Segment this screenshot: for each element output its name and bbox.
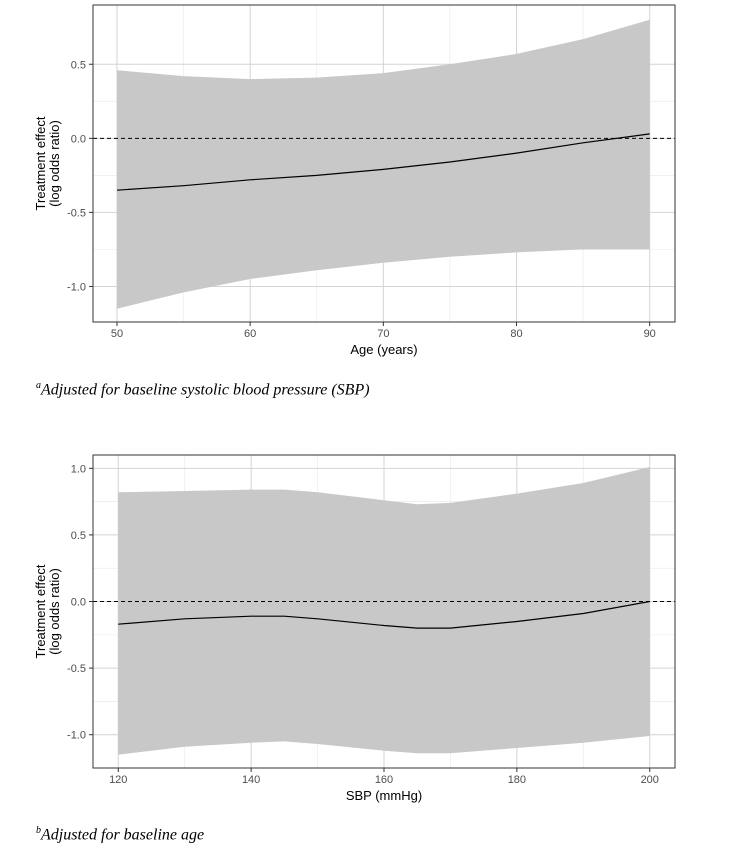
panel-border bbox=[92, 4, 676, 323]
age-effect-chart: 50 60 70 80 90 0.5 0.0 -0.5 -1.0 Age (years) Treat… bbox=[33, 4, 676, 357]
y-axis-title-line: (log odds ratio) bbox=[47, 568, 62, 655]
y-axis-title-line: Treatment effect bbox=[33, 116, 48, 210]
caption-text: Adjusted for baseline systolic blood pre… bbox=[41, 381, 370, 399]
confidence-band bbox=[117, 19, 650, 309]
y-axis-title: Treatment effect(log odds ratio) bbox=[33, 564, 62, 658]
y-tick-label: -0.5 bbox=[67, 663, 86, 675]
y-tick-label: 0.0 bbox=[71, 133, 86, 145]
x-tick-label: 160 bbox=[375, 774, 393, 786]
x-tick-label: 80 bbox=[510, 328, 522, 340]
x-tick-label: 200 bbox=[641, 774, 659, 786]
y-tick-label: -0.5 bbox=[67, 207, 86, 219]
x-tick-label: 90 bbox=[644, 328, 656, 340]
x-tick-label: 70 bbox=[377, 328, 389, 340]
x-tick-label: 50 bbox=[111, 328, 123, 340]
y-tick-label: 0.5 bbox=[71, 59, 86, 71]
x-tick-label: 140 bbox=[242, 774, 260, 786]
sbp-effect-chart: 120 140 160 180 200 1.0 0.5 0.0 -0.5 -1.0 SBP (mmH… bbox=[33, 454, 676, 803]
y-axis-title-line: Treatment effect bbox=[33, 564, 48, 658]
y-tick-label: -1.0 bbox=[67, 281, 86, 293]
caption-marker: b bbox=[36, 825, 41, 836]
caption-sbp-chart: bAdjusted for baseline age bbox=[36, 825, 204, 844]
y-tick-label: -1.0 bbox=[67, 730, 86, 742]
y-tick-label: 0.5 bbox=[71, 530, 86, 542]
y-tick-label: 1.0 bbox=[71, 463, 86, 475]
estimate-line bbox=[116, 133, 650, 191]
y-axis-title-line: (log odds ratio) bbox=[47, 120, 62, 207]
x-tick-label: 60 bbox=[244, 328, 256, 340]
caption-age-chart: aAdjusted for baseline systolic blood pr… bbox=[36, 380, 370, 399]
x-tick-label: 180 bbox=[508, 774, 526, 786]
x-tick-label: 120 bbox=[109, 774, 127, 786]
y-tick-label: 0.0 bbox=[71, 597, 86, 609]
x-axis-title: Age (years) bbox=[350, 342, 417, 357]
y-axis-title: Treatment effect(log odds ratio) bbox=[33, 116, 62, 210]
estimate-line bbox=[118, 600, 650, 629]
confidence-band bbox=[118, 467, 650, 755]
x-axis-title: SBP (mmHg) bbox=[346, 788, 422, 803]
caption-text: Adjusted for baseline age bbox=[41, 826, 205, 844]
caption-marker: a bbox=[36, 380, 41, 391]
